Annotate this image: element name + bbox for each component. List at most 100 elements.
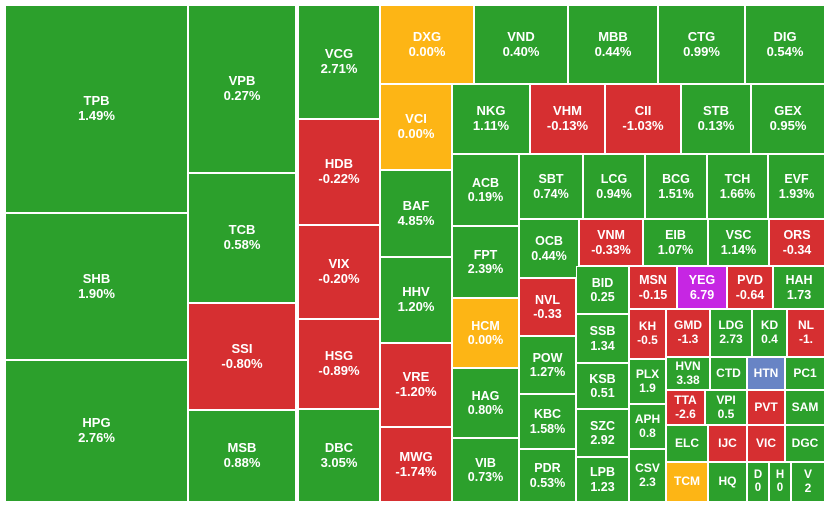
tile-aph[interactable]: APH 0.8: [629, 404, 666, 449]
tile-bcg[interactable]: BCG 1.51%: [645, 154, 707, 219]
tile-htn[interactable]: HTN: [747, 357, 785, 390]
tile-ticker: HHV: [402, 284, 430, 300]
tile-acb[interactable]: ACB 0.19%: [452, 154, 519, 226]
tile-ctd[interactable]: CTD: [710, 357, 747, 390]
tile-tcm[interactable]: TCM: [666, 462, 708, 502]
tile-shb[interactable]: SHB 1.90%: [5, 213, 188, 360]
tile-change: -0.89%: [318, 363, 360, 378]
tile-bid[interactable]: BID 0.25: [576, 266, 629, 314]
tile-ticker: HQ: [718, 474, 737, 489]
tile-change: 2.92: [590, 433, 615, 447]
tile-dbc[interactable]: DBC 3.05%: [298, 409, 380, 502]
tile-kbc[interactable]: KBC 1.58%: [519, 394, 576, 449]
tile-nvl[interactable]: NVL -0.33: [519, 278, 576, 336]
tile-plx[interactable]: PLX 1.9: [629, 359, 666, 404]
tile-tpb[interactable]: TPB 1.49%: [5, 5, 188, 213]
tile-hvn[interactable]: HVN 3.38: [666, 357, 710, 390]
tile-change: -0.33: [533, 307, 562, 321]
tile-vic[interactable]: VIC: [747, 425, 785, 462]
tile-dgc[interactable]: DGC: [785, 425, 825, 462]
tile-tcb[interactable]: TCB 0.58%: [188, 173, 296, 303]
tile-hsg[interactable]: HSG -0.89%: [298, 319, 380, 409]
tile-change: 0.25: [590, 290, 615, 304]
tile-hcm[interactable]: HCM 0.00%: [452, 298, 519, 368]
tile-ssb[interactable]: SSB 1.34: [576, 314, 629, 363]
tile-hah[interactable]: HAH 1.73: [773, 266, 825, 309]
tile-elc[interactable]: ELC: [666, 425, 708, 462]
tile-lcg[interactable]: LCG 0.94%: [583, 154, 645, 219]
tile-pvd[interactable]: PVD -0.64: [727, 266, 773, 309]
tile-kd[interactable]: KD 0.4: [752, 309, 787, 357]
tile-lpb[interactable]: LPB 1.23: [576, 457, 629, 502]
tile-change: 1.51%: [658, 186, 694, 201]
tile-msn[interactable]: MSN -0.15: [629, 266, 677, 309]
tile-yeg[interactable]: YEG 6.79: [677, 266, 727, 309]
tile-sam[interactable]: SAM: [785, 390, 825, 425]
tile-vix[interactable]: VIX -0.20%: [298, 225, 380, 319]
tile-ticker: PDR: [534, 461, 561, 476]
tile-csv[interactable]: CSV 2.3: [629, 449, 666, 502]
tile-vhm[interactable]: VHM -0.13%: [530, 84, 605, 154]
tile-msb[interactable]: MSB 0.88%: [188, 410, 296, 502]
tile-evf[interactable]: EVF 1.93%: [768, 154, 825, 219]
tile-ksb[interactable]: KSB 0.51: [576, 363, 629, 409]
tile-change: -0.33%: [591, 242, 631, 257]
tile-pvt[interactable]: PVT: [747, 390, 785, 425]
tile-vre[interactable]: VRE -1.20%: [380, 343, 452, 427]
tile-change: 0.27%: [223, 88, 261, 103]
tile-change: -1.03%: [622, 118, 664, 133]
tile-ticker: BAF: [402, 197, 430, 213]
tile-ctg[interactable]: CTG 0.99%: [658, 5, 745, 84]
tile-vpi[interactable]: VPI 0.5: [705, 390, 747, 425]
tile-ticker: SBT: [538, 172, 564, 187]
tile-change: 0.13%: [697, 118, 735, 133]
tile-nkg[interactable]: NKG 1.11%: [452, 84, 530, 154]
tile-hpg[interactable]: HPG 2.76%: [5, 360, 188, 502]
tile-nl[interactable]: NL -1.: [787, 309, 825, 357]
tile-hdb[interactable]: HDB -0.22%: [298, 119, 380, 225]
tile-ijc[interactable]: IJC: [708, 425, 747, 462]
tile-pow[interactable]: POW 1.27%: [519, 336, 576, 394]
tile-hag[interactable]: HAG 0.80%: [452, 368, 519, 438]
tile-gex[interactable]: GEX 0.95%: [751, 84, 825, 154]
tile-tch[interactable]: TCH 1.66%: [707, 154, 768, 219]
tile-ticker: CTD: [716, 365, 741, 380]
tile-ocb[interactable]: OCB 0.44%: [519, 219, 579, 278]
tile-ticker: CII: [634, 103, 652, 119]
tile-gmd[interactable]: GMD -1.3: [666, 309, 710, 357]
tile-dxg[interactable]: DXG 0.00%: [380, 5, 474, 84]
tile-szc[interactable]: SZC 2.92: [576, 409, 629, 457]
tile-vnm[interactable]: VNM -0.33%: [579, 219, 643, 266]
tile-dig[interactable]: DIG 0.54%: [745, 5, 825, 84]
tile-change: 2.3: [639, 474, 656, 489]
tile-mbb[interactable]: MBB 0.44%: [568, 5, 658, 84]
tile-pc1[interactable]: PC1: [785, 357, 825, 390]
tile-fpt[interactable]: FPT 2.39%: [452, 226, 519, 298]
tile-vnd[interactable]: VND 0.40%: [474, 5, 568, 84]
tile-vcg[interactable]: VCG 2.71%: [298, 5, 380, 119]
tile-baf[interactable]: BAF 4.85%: [380, 170, 452, 257]
tile-tta[interactable]: TTA -2.6: [666, 390, 705, 425]
tile-eib[interactable]: EIB 1.07%: [643, 219, 708, 266]
tile-vpb[interactable]: VPB 0.27%: [188, 5, 296, 173]
tile-stb[interactable]: STB 0.13%: [681, 84, 751, 154]
tile-change: 0.74%: [533, 186, 569, 201]
tile-ldg[interactable]: LDG 2.73: [710, 309, 752, 357]
tile-ors[interactable]: ORS -0.34: [769, 219, 825, 266]
tile-ssi[interactable]: SSI -0.80%: [188, 303, 296, 410]
tile-ticker: ACB: [471, 175, 500, 190]
tile-mwg[interactable]: MWG -1.74%: [380, 427, 452, 502]
tile-vsc[interactable]: VSC 1.14%: [708, 219, 769, 266]
tile-hq[interactable]: HQ: [708, 462, 747, 502]
tile-hhv[interactable]: HHV 1.20%: [380, 257, 452, 343]
tile-change: 1.14%: [720, 242, 757, 257]
tile-vib[interactable]: VIB 0.73%: [452, 438, 519, 502]
tile-kh[interactable]: KH -0.5: [629, 309, 666, 359]
tile-pdr[interactable]: PDR 0.53%: [519, 449, 576, 502]
tile-cii[interactable]: CII -1.03%: [605, 84, 681, 154]
tile-vci[interactable]: VCI 0.00%: [380, 84, 452, 170]
tile-sbt[interactable]: SBT 0.74%: [519, 154, 583, 219]
